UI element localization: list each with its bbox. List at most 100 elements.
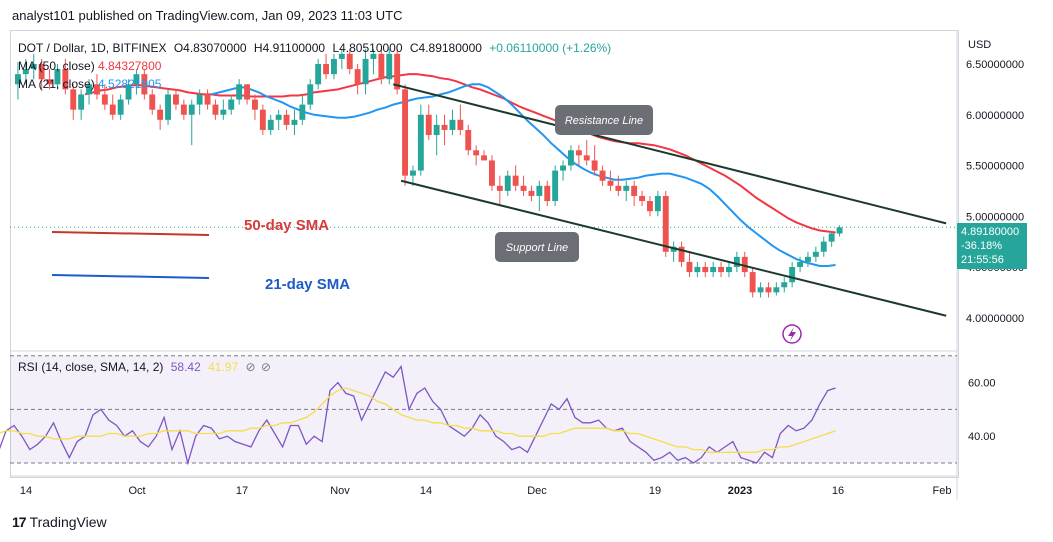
candle-body: [828, 233, 835, 242]
tradingview-logo[interactable]: 17 TradingView: [12, 514, 107, 530]
candle-body: [441, 124, 448, 130]
candle-body: [244, 84, 250, 100]
candle-body: [291, 119, 298, 125]
ohlc-legend: DOT / Dollar, 1D, BITFINEX O4.83070000 H…: [18, 41, 611, 55]
candle-body: [267, 119, 274, 130]
ma50-legend: MA (50, close) 4.84327800: [18, 59, 161, 73]
time-tick-label: Feb: [933, 485, 952, 497]
resistance-label-box: [555, 105, 653, 135]
sma50-legend-line: [51, 231, 210, 236]
candle-body: [449, 119, 456, 130]
rsi-sma-value: 41.97: [208, 360, 239, 374]
support-label: Support Line: [506, 242, 568, 254]
candle-body: [402, 89, 408, 176]
ma21-label: MA (21, close): [18, 77, 95, 91]
candle-body: [591, 160, 598, 171]
rsi-sma-line: [0, 387, 836, 453]
candle-body: [275, 114, 282, 120]
rsi-tick-label: 60.00: [968, 378, 996, 390]
candle-body: [236, 84, 243, 100]
candle-body: [552, 170, 559, 202]
candle-body: [386, 53, 393, 80]
price-tick-label: 5.00000000: [966, 211, 1024, 223]
candle-body: [836, 227, 843, 234]
candle-body: [101, 94, 108, 105]
time-tick-label: Dec: [527, 485, 547, 497]
countdown: 21:55:56: [961, 254, 1004, 266]
candle-body: [583, 155, 590, 161]
candle-body: [370, 53, 377, 59]
price-tick-label: 6.50000000: [966, 59, 1024, 71]
candle-body: [378, 53, 385, 80]
candle-body: [820, 241, 827, 252]
candle-body: [173, 94, 179, 105]
candle-body: [639, 195, 645, 202]
candle-body: [623, 185, 630, 191]
publisher-header: analyst101 published on TradingView.com,…: [12, 8, 403, 23]
candle-body: [15, 74, 21, 85]
tradingview-logo-icon: 17: [12, 514, 27, 530]
ma21-legend: MA (21, close) 4.52821905: [18, 77, 161, 91]
candle-body: [149, 94, 156, 110]
rsi-label: RSI (14, close, SMA, 14, 2): [18, 360, 164, 374]
ma50-value: 4.84327800: [98, 59, 162, 73]
candle-body: [299, 104, 306, 120]
candle-body: [489, 160, 495, 186]
candle-body: [575, 150, 582, 156]
candle-body: [520, 185, 527, 191]
ma21-value: 4.52821905: [98, 77, 162, 91]
hide-icon[interactable]: ⊘: [245, 360, 256, 374]
candle-body: [512, 175, 519, 186]
candle-body: [283, 114, 290, 125]
candle-body: [307, 84, 314, 105]
candle-body: [433, 124, 440, 136]
candle-body: [252, 99, 258, 110]
candle-body: [654, 195, 661, 212]
candle-body: [812, 251, 819, 257]
current-price-box: 4.89180000 -36.18% 21:55:56: [957, 223, 1027, 269]
candle-body: [733, 256, 740, 267]
candle-body: [338, 53, 345, 59]
candle-body: [62, 69, 69, 90]
candle-body: [117, 99, 124, 115]
candle-body: [765, 287, 772, 293]
candle-body: [180, 104, 187, 115]
time-tick-label: Nov: [330, 485, 350, 497]
candle-body: [141, 74, 148, 95]
tradingview-brand: TradingView: [29, 514, 107, 530]
candle-body: [702, 267, 709, 273]
sma21-annotation: 21-day SMA: [265, 276, 350, 293]
candle-body: [481, 155, 487, 161]
candle-body: [465, 129, 472, 151]
candle-body: [196, 94, 203, 105]
candle-body: [457, 119, 464, 130]
candle-body: [46, 79, 53, 85]
time-tick-label: 14: [20, 485, 32, 497]
candle-body: [726, 267, 732, 273]
candle-body: [410, 170, 416, 176]
rsi-legend: RSI (14, close, SMA, 14, 2) 58.42 41.97 …: [18, 360, 271, 374]
candle-body: [773, 287, 780, 293]
candle-body: [797, 261, 803, 267]
candle-body: [718, 267, 724, 273]
candle-body: [694, 267, 701, 273]
ma50-label: MA (50, close): [18, 59, 95, 73]
time-tick-label: 17: [236, 485, 248, 497]
sma50-annotation: 50-day SMA: [244, 217, 329, 234]
candle-body: [157, 109, 164, 120]
hide-icon[interactable]: ⊘: [260, 360, 271, 374]
candle-body: [417, 114, 424, 171]
candle-body: [315, 64, 322, 85]
candle-body: [473, 150, 480, 156]
candle-body: [165, 94, 171, 120]
resistance-label: Resistance Line: [565, 115, 643, 127]
price-change: -36.18%: [961, 240, 1002, 252]
candle-body: [781, 282, 788, 288]
time-tick-label: 14: [420, 485, 432, 497]
candle-body: [749, 272, 756, 293]
candle-body: [133, 74, 140, 85]
candle-body: [212, 104, 219, 115]
time-tick-label: 16: [832, 485, 844, 497]
currency-label: USD: [968, 39, 991, 51]
